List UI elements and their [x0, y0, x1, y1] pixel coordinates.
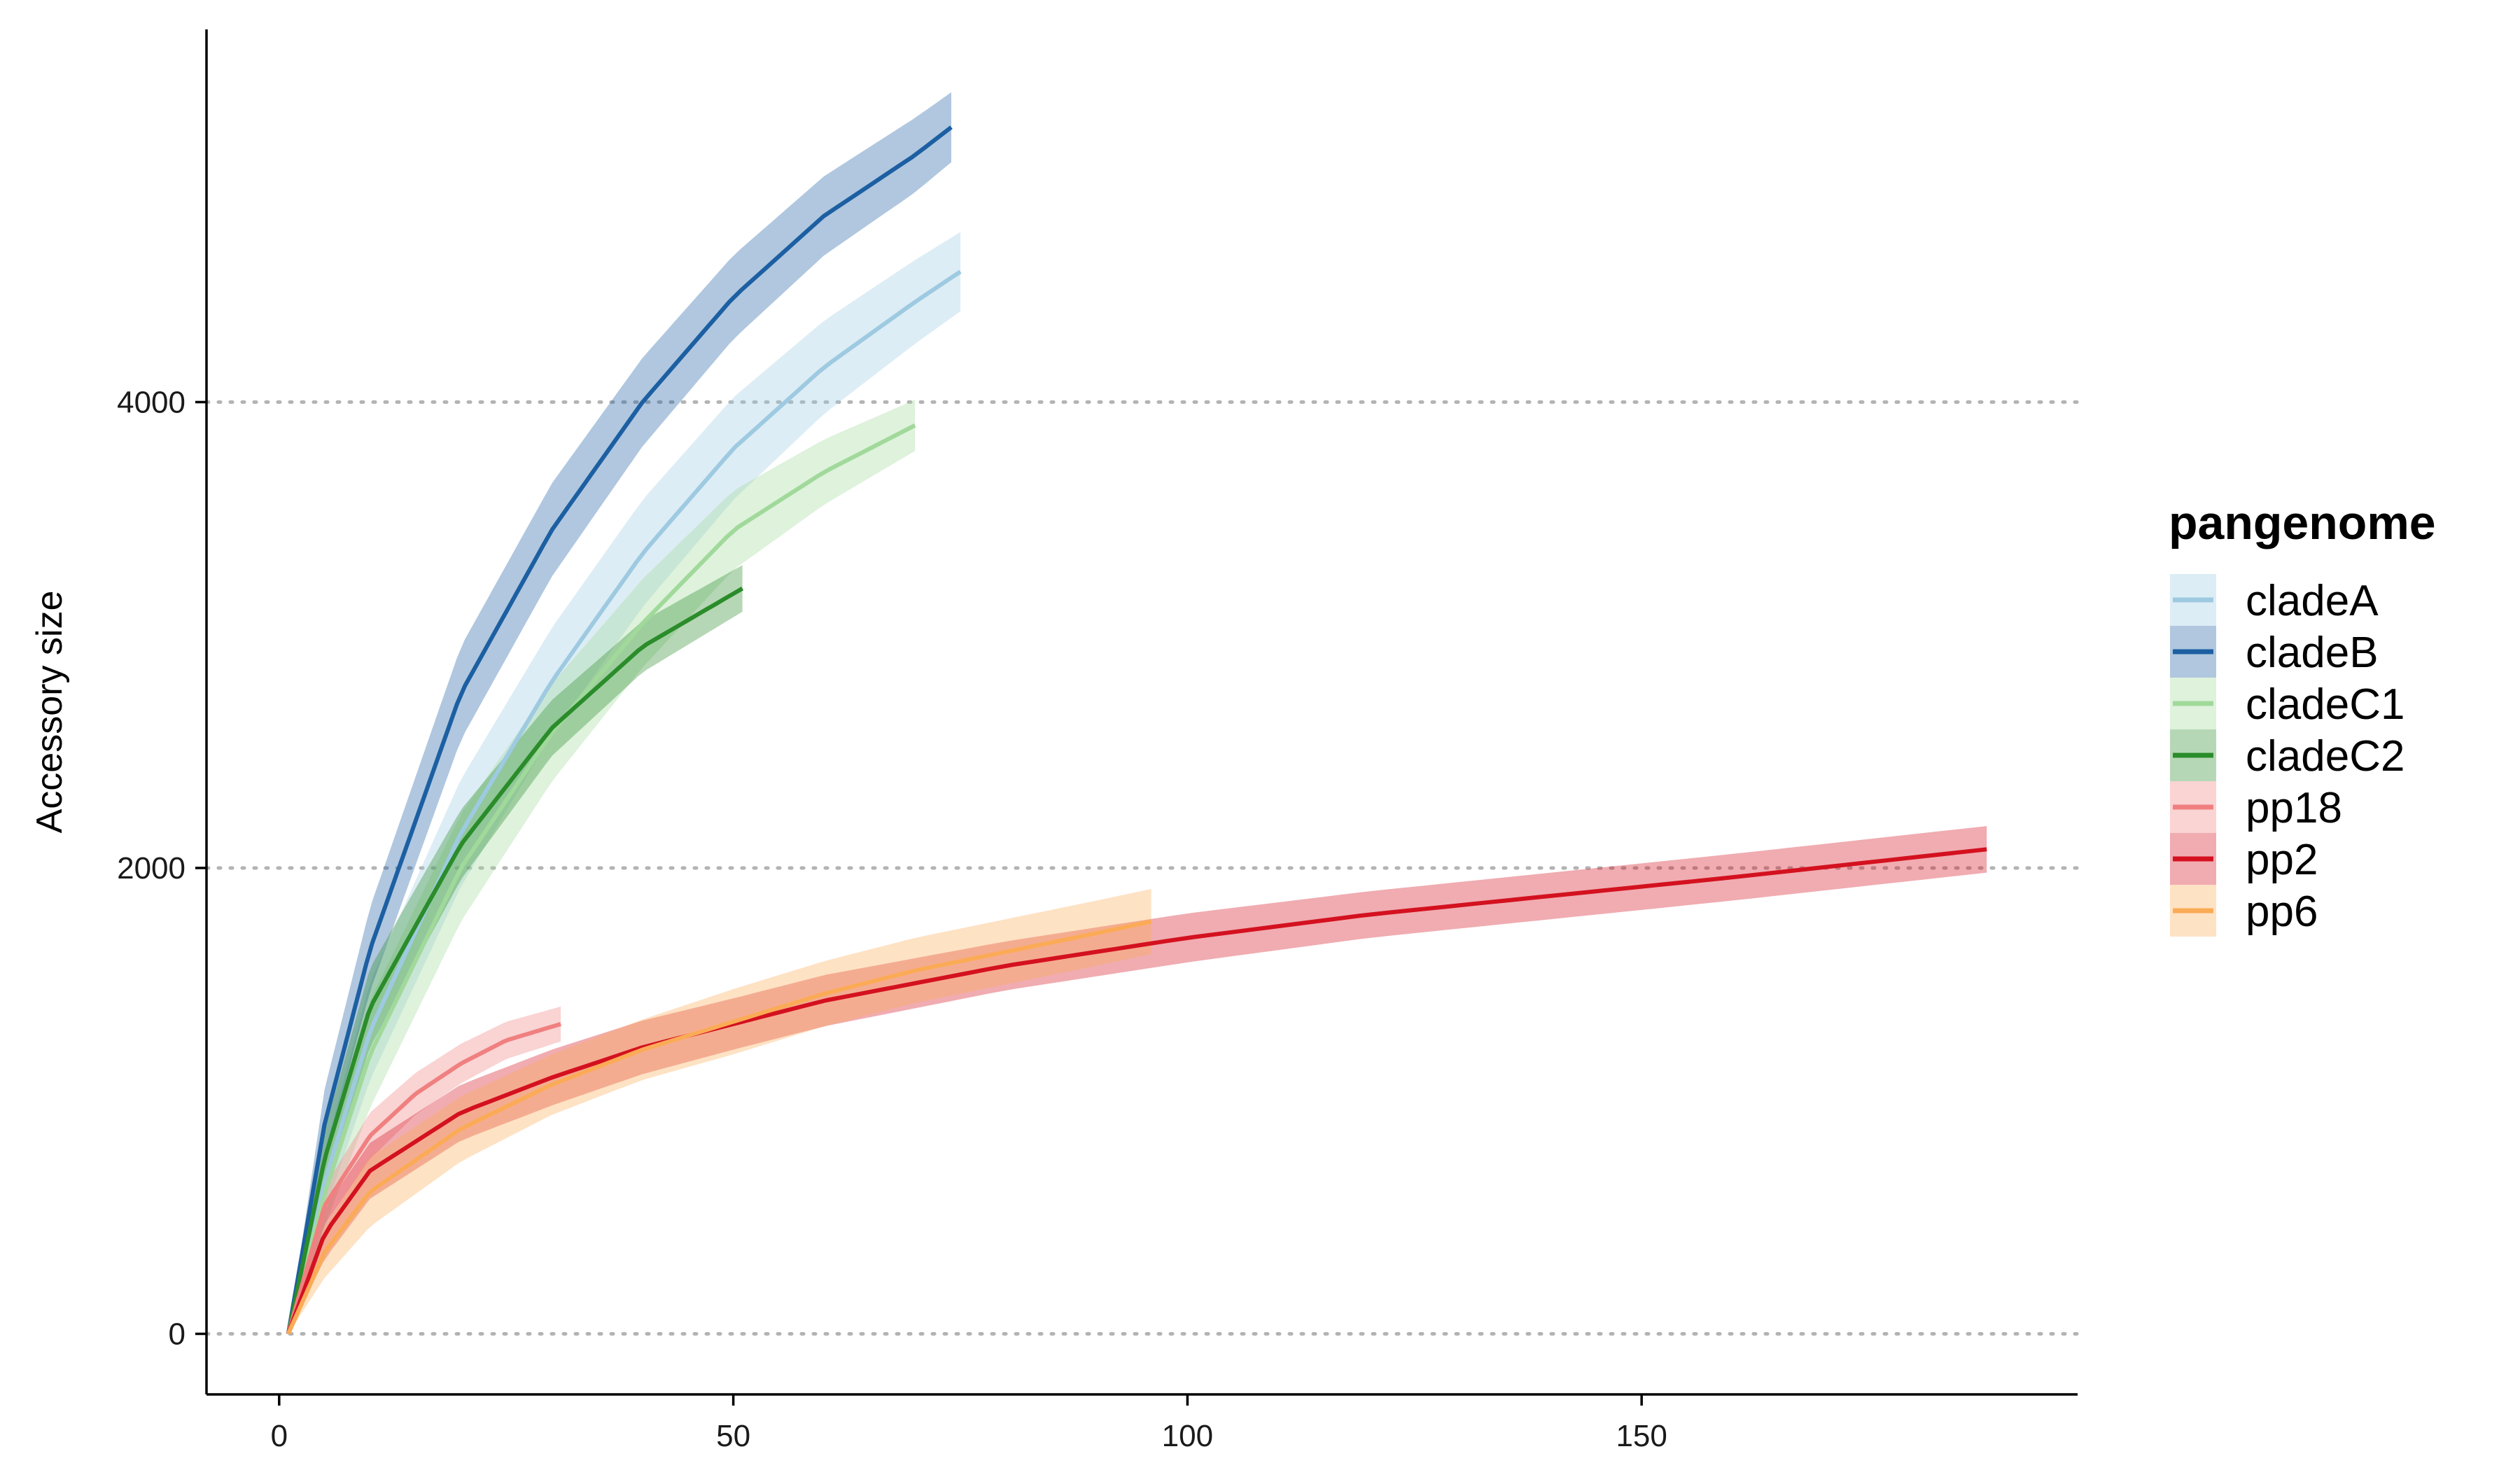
legend-label-pp2: pp2	[2246, 836, 2318, 884]
y-tick-label-4000: 4000	[117, 385, 186, 419]
gridlines	[204, 400, 2080, 1336]
y-tick-label-0: 0	[169, 1317, 186, 1351]
legend-label-cladeC1: cladeC1	[2246, 680, 2404, 729]
band-cladeA	[288, 232, 960, 1334]
legend-label-cladeB: cladeB	[2246, 629, 2379, 677]
band-pp18	[288, 1006, 561, 1334]
y-axis-ticks: 0 2000 4000	[117, 385, 206, 1351]
series-line-cladeA	[286, 270, 962, 1335]
series-line-pp18	[286, 1022, 561, 1336]
series-line-pp6	[286, 919, 1152, 1335]
series-lines	[286, 125, 1987, 1336]
x-tick-label-150: 150	[1616, 1419, 1667, 1453]
legend-title: pangenome	[2169, 496, 2436, 550]
series-line-cladeC2	[286, 587, 744, 1335]
legend-label-pp18: pp18	[2246, 784, 2342, 832]
x-axis-ticks: 0 50 100 150	[271, 1394, 1667, 1453]
x-tick-label-100: 100	[1162, 1419, 1213, 1453]
series-line-cladeC1	[286, 424, 916, 1335]
axes	[205, 29, 2078, 1396]
legend: pangenome cladeAcladeBcladeC1cladeC2pp18…	[2169, 496, 2436, 937]
band-pp2	[288, 826, 1987, 1334]
x-tick-label-0: 0	[271, 1419, 288, 1453]
x-tick-label-50: 50	[716, 1419, 750, 1453]
series-line-cladeB	[286, 125, 953, 1334]
legend-label-cladeC2: cladeC2	[2246, 732, 2404, 780]
series-line-pp2	[286, 847, 1987, 1335]
legend-label-pp6: pp6	[2246, 888, 2318, 936]
y-tick-label-2000: 2000	[117, 851, 186, 886]
confidence-bands	[288, 92, 1987, 1334]
y-axis-title: Accessory size	[29, 591, 70, 834]
legend-label-cladeA: cladeA	[2246, 577, 2379, 625]
